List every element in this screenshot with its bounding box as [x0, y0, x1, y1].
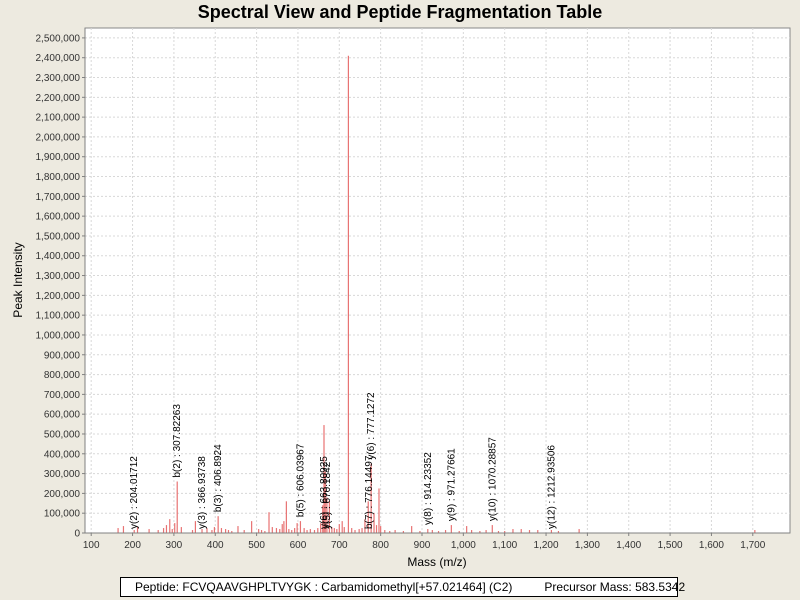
peak-annotation: b(2) : 307.82263 — [172, 404, 183, 478]
y-tick-label: 300,000 — [44, 469, 81, 480]
y-tick-label: 1,400,000 — [36, 251, 81, 262]
y-tick-label: 800,000 — [44, 370, 81, 381]
x-axis-label: Mass (m/z) — [407, 555, 466, 569]
y-tick-label: 2,300,000 — [36, 73, 81, 84]
y-tick-label: 2,100,000 — [36, 113, 81, 124]
x-tick-label: 400 — [207, 540, 224, 551]
x-tick-label: 1,500 — [658, 540, 683, 551]
plot-area — [84, 27, 791, 534]
precursor-mass-label: Precursor Mass: 583.5342 — [544, 580, 686, 594]
x-tick-label: 800 — [372, 540, 389, 551]
peak-annotation: y(10) : 1070.28857 — [487, 437, 498, 521]
y-axis-label: Peak Intensity — [11, 242, 25, 317]
x-tick-label: 1,100 — [492, 540, 517, 551]
y-tick-label: 2,400,000 — [36, 53, 81, 64]
peak-annotation: y(2) : 204.01712 — [129, 456, 140, 529]
x-tick-label: 300 — [166, 540, 183, 551]
y-tick-label: 700,000 — [44, 390, 81, 401]
x-tick-label: 1,300 — [575, 540, 600, 551]
y-tick-label: 1,700,000 — [36, 192, 81, 203]
peak-annotation: y(3) : 366.93738 — [197, 456, 208, 529]
y-tick-label: 100,000 — [44, 509, 81, 520]
x-tick-label: 1,700 — [740, 540, 765, 551]
y-tick-label: 1,600,000 — [36, 212, 81, 223]
x-tick-label: 1,600 — [699, 540, 724, 551]
y-tick-label: 2,200,000 — [36, 93, 81, 104]
y-tick-label: 1,100,000 — [36, 311, 81, 322]
peak-annotation: y(8) : 914.23352 — [423, 452, 434, 525]
y-tick-label: 1,800,000 — [36, 172, 81, 183]
y-tick-label: 1,200,000 — [36, 291, 81, 302]
x-tick-label: 500 — [248, 540, 265, 551]
y-tick-label: 900,000 — [44, 350, 81, 361]
peak-annotation: b(7) : 776.14497 — [364, 455, 375, 529]
peptide-label: Peptide: FCVQAAVGHPLTVYGK : Carbamidomet… — [135, 580, 513, 594]
y-tick-label: 400,000 — [44, 449, 81, 460]
y-tick-label: 2,000,000 — [36, 132, 81, 143]
x-tick-label: 100 — [83, 540, 100, 551]
peak-annotation: b(3) : 406.8924 — [213, 444, 224, 512]
peak-annotations: y(2) : 204.01712 b(2) : 307.82263 y(3) : 3… — [129, 392, 557, 529]
y-tick-label: 200,000 — [44, 489, 81, 500]
peak-annotation: y(6) : 663.80925 — [319, 456, 330, 529]
peak-annotation: y(5) : 670.1842 — [322, 461, 333, 529]
x-tick-label: 1,200 — [534, 540, 559, 551]
x-tick-label: 900 — [414, 540, 431, 551]
chart-title: Spectral View and Peptide Fragmentation … — [197, 2, 603, 22]
x-tick-label: 200 — [124, 540, 141, 551]
x-tick-label: 1,400 — [616, 540, 641, 551]
peptide-info-box: Peptide: FCVQAAVGHPLTVYGK : Carbamidomet… — [120, 577, 685, 597]
y-tick-label: 500,000 — [44, 429, 81, 440]
x-tick-label: 1,000 — [451, 540, 476, 551]
peak-annotation: y(9) : 971.27661 — [446, 448, 457, 521]
x-tick-label: 600 — [290, 540, 307, 551]
peak-annotation: y(12) : 1212.93506 — [546, 445, 557, 529]
y-tick-label: 2,500,000 — [36, 33, 81, 44]
peaks — [117, 55, 756, 533]
y-tick-label: 1,900,000 — [36, 152, 81, 163]
x-tick-label: 700 — [331, 540, 348, 551]
y-tick-label: 1,000,000 — [36, 330, 81, 341]
axes: 100 200 300 400 500 600 700 800 900 1,000 1,100 1,2… — [36, 28, 790, 551]
peak-annotation: b(5) : 606.03967 — [295, 443, 306, 517]
y-tick-label: 600,000 — [44, 410, 81, 421]
peak-annotation: y(6) : 777.1272 — [366, 392, 377, 460]
y-tick-label: 1,500,000 — [36, 231, 81, 242]
y-tick-label: 0 — [74, 529, 80, 540]
y-tick-label: 1,300,000 — [36, 271, 81, 282]
grid-lines — [85, 28, 790, 533]
